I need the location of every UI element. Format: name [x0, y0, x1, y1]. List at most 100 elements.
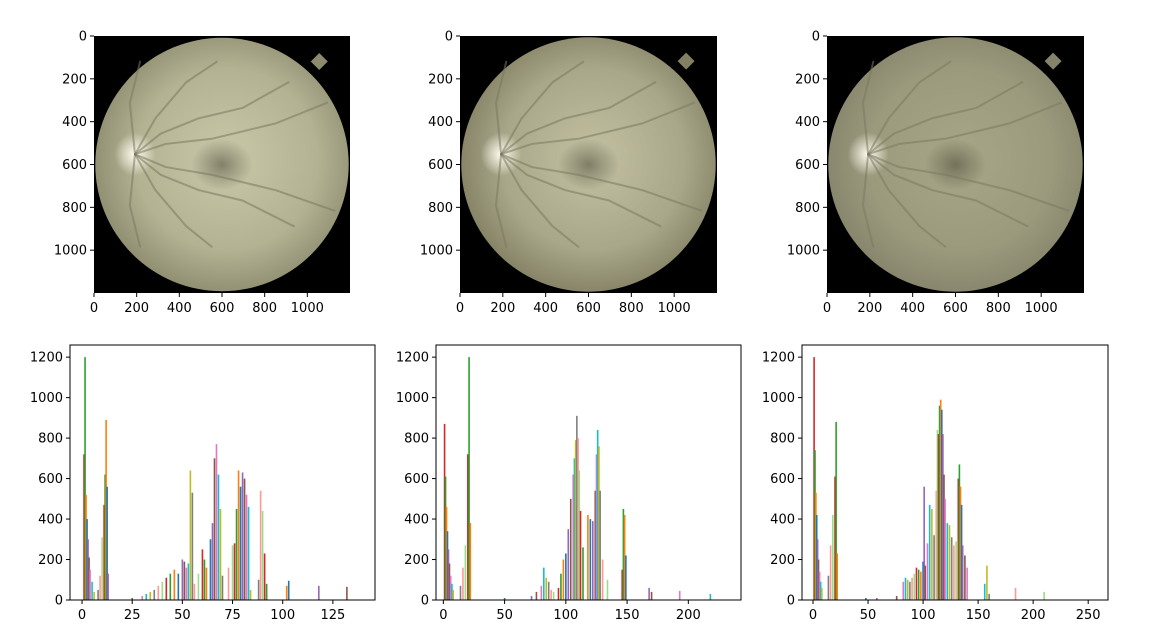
histogram-bar: [621, 569, 623, 600]
histogram-bar: [623, 515, 626, 600]
y-tick-label: 200: [38, 553, 63, 568]
x-tick-label: 200: [124, 301, 149, 316]
axes-frame: [69, 344, 376, 601]
histogram-bar: [221, 575, 224, 600]
histogram-bar: [211, 523, 214, 600]
histogram-bar: [595, 454, 598, 600]
x-tick-label: 1000: [291, 301, 324, 316]
histogram-bar: [265, 583, 268, 600]
x-tick-label: 200: [1021, 608, 1046, 623]
histogram-bar: [462, 567, 464, 600]
y-tick-label: 0: [445, 30, 453, 45]
y-tick-label: 800: [795, 201, 820, 216]
axes-frame: [801, 344, 1109, 601]
histogram-bar: [261, 510, 264, 600]
y-tick-label: 1000: [396, 391, 429, 406]
histogram-bar: [562, 559, 565, 600]
y-tick-label: 200: [795, 72, 820, 87]
histogram-bar: [589, 519, 592, 600]
x-tick-label: 50: [496, 608, 513, 623]
x-tick-label: 200: [490, 301, 515, 316]
x-tick-label: 1000: [1025, 301, 1058, 316]
histogram-bar: [105, 419, 107, 600]
blood-vessel: [867, 153, 1070, 212]
histogram-bar: [928, 504, 931, 600]
blood-vessel: [133, 81, 290, 156]
histogram-bar: [464, 545, 467, 600]
histogram-bar: [467, 454, 469, 600]
y-tick-label: 200: [428, 72, 453, 87]
blood-vessel: [494, 60, 508, 156]
histogram-bar: [943, 474, 945, 600]
histogram-bar: [540, 585, 543, 600]
histogram-bar: [709, 593, 712, 600]
histogram-bar: [574, 440, 577, 600]
histogram-bar: [818, 571, 821, 600]
histogram-bar: [217, 474, 220, 600]
x-tick-label: 600: [943, 301, 968, 316]
blood-vessel: [500, 153, 580, 248]
blood-vessel: [867, 60, 952, 156]
histogram-bar: [259, 490, 262, 600]
histogram-bar: [648, 587, 650, 600]
histogram-bar: [235, 508, 238, 600]
y-tick-label: 1200: [762, 351, 795, 366]
blood-vessel: [128, 60, 142, 156]
histogram-bar: [181, 559, 184, 600]
y-tick-label: 600: [38, 472, 63, 487]
x-tick-label: 150: [966, 608, 991, 623]
histogram-bar: [814, 450, 816, 600]
histogram-bar: [231, 545, 234, 600]
histogram-bar: [922, 561, 924, 600]
blood-vessel: [867, 153, 947, 248]
histogram-bar: [183, 561, 186, 600]
x-tick-label: 100: [270, 608, 295, 623]
histogram-bar: [451, 583, 453, 600]
histogram-bar: [578, 470, 581, 600]
x-tick-label: 800: [619, 301, 644, 316]
histogram-bar: [819, 581, 822, 600]
histogram-bar: [241, 472, 244, 600]
histogram-bar: [915, 567, 918, 600]
y-tick-label: 800: [428, 201, 453, 216]
histogram-bar: [447, 549, 450, 600]
histogram-bar: [104, 474, 106, 600]
histogram-bar: [622, 508, 625, 600]
histogram-bar: [87, 539, 89, 600]
histogram-bar: [245, 494, 248, 600]
blood-vessel: [861, 60, 875, 156]
histogram-bar: [1043, 591, 1045, 600]
histogram-bar: [950, 537, 953, 600]
histogram-bar: [547, 581, 550, 600]
histogram-bar: [813, 357, 815, 600]
macula: [191, 138, 253, 191]
histogram-bar: [91, 581, 93, 600]
histogram-bar: [957, 478, 960, 600]
y-tick-label: 800: [62, 201, 87, 216]
histogram-bar: [829, 545, 832, 600]
y-tick-label: 0: [79, 30, 87, 45]
histogram-bar: [572, 474, 574, 600]
histogram-bar: [579, 510, 582, 600]
histogram-bar: [942, 434, 944, 600]
histogram-bar: [169, 573, 172, 600]
histogram-bar: [895, 595, 898, 600]
histogram-bar: [931, 508, 933, 600]
histogram-bar: [88, 557, 90, 600]
histogram-bar: [141, 595, 144, 600]
histogram-bar: [173, 569, 176, 600]
histogram-bar: [964, 555, 966, 600]
histogram-bar: [836, 553, 839, 600]
histogram-bar: [287, 580, 290, 600]
y-tick-label: 400: [428, 115, 453, 130]
histogram-bar: [834, 476, 836, 600]
histogram-bar: [569, 498, 572, 600]
histogram-bar: [469, 523, 472, 600]
histogram-bar: [577, 438, 579, 600]
histogram-bar: [157, 585, 160, 600]
histogram-bar: [576, 415, 578, 600]
fundus-image: [461, 37, 716, 292]
histogram-bar: [99, 575, 101, 600]
histogram-bar: [958, 464, 961, 600]
histogram-bar: [209, 539, 212, 600]
